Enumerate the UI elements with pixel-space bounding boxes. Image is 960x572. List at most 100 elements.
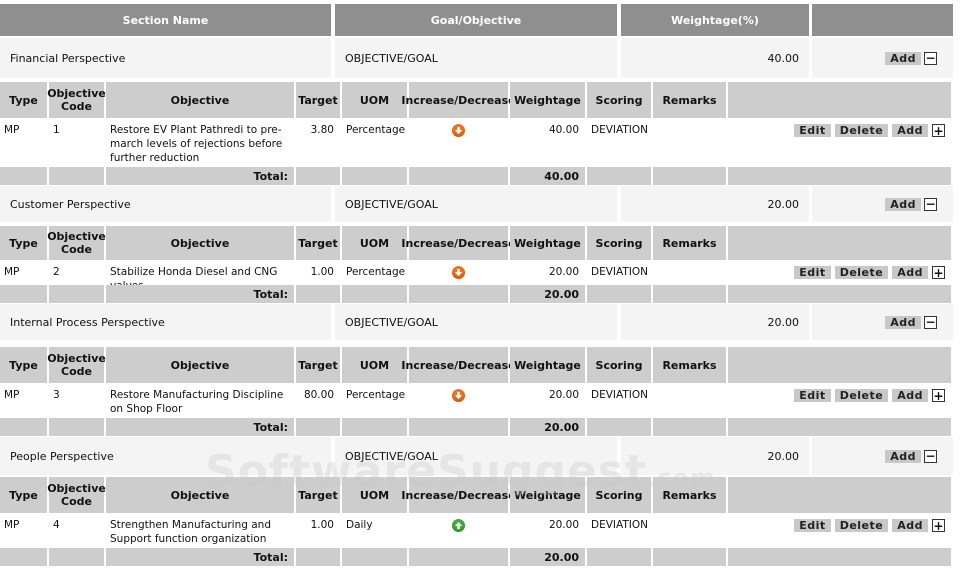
total-cell: [49, 167, 104, 185]
table-row: MP 3 Restore Manufacturing Discipline on S…: [0, 383, 960, 417]
row-weightage: 20.00: [510, 260, 585, 284]
column-header-incdec: Increase/Decrease: [401, 347, 516, 383]
column-header-row: Type Objective Code Objective Target UOM Incr…: [0, 226, 960, 260]
add-button[interactable]: Add: [892, 124, 928, 137]
total-row: Total: 20.00: [0, 285, 960, 303]
total-cell: [409, 167, 508, 185]
delete-button[interactable]: Delete: [834, 389, 889, 402]
row-target: 3.80: [296, 118, 340, 166]
column-header-incdec: Increase/Decrease: [401, 82, 516, 118]
add-button[interactable]: Add: [892, 519, 928, 532]
add-button[interactable]: Add: [892, 389, 928, 402]
add-button[interactable]: Add: [892, 266, 928, 279]
total-cell: [296, 418, 340, 436]
add-objective-button[interactable]: Add: [885, 449, 921, 463]
edit-button[interactable]: Edit: [794, 389, 831, 402]
add-objective-button[interactable]: Add: [885, 197, 921, 211]
table-row: MP 1 Restore EV Plant Pathredi to pre-marc…: [0, 118, 960, 166]
total-cell: [587, 548, 651, 566]
add-objective-button[interactable]: Add: [885, 51, 921, 65]
total-weightage: 20.00: [510, 285, 585, 303]
total-cell: [49, 285, 104, 303]
row-objective-code: 1: [49, 118, 104, 166]
column-header-objective: Objective: [106, 82, 294, 118]
row-weightage: 20.00: [510, 513, 585, 547]
section-actions: Add −: [812, 186, 953, 222]
row-scoring: DEVIATION: [587, 118, 651, 166]
column-header-remarks: Remarks: [653, 477, 726, 513]
column-header-target: Target: [296, 82, 340, 118]
column-header-type: Type: [0, 226, 47, 260]
edit-button[interactable]: Edit: [794, 124, 831, 137]
row-uom: Percentage: [342, 260, 407, 284]
section-row: Customer Perspective OBJECTIVE/GOAL 20.00 A…: [0, 186, 960, 222]
total-cell: [587, 285, 651, 303]
column-header-code: Objective Code: [47, 477, 106, 513]
delete-button[interactable]: Delete: [834, 266, 889, 279]
row-uom: Daily: [342, 513, 407, 547]
delete-button[interactable]: Delete: [834, 124, 889, 137]
expand-icon[interactable]: +: [932, 388, 945, 403]
collapse-icon[interactable]: −: [924, 197, 937, 211]
total-cell: [728, 548, 951, 566]
edit-button[interactable]: Edit: [794, 266, 831, 279]
column-header-target: Target: [296, 347, 340, 383]
total-cell: [342, 167, 407, 185]
total-cell: [296, 167, 340, 185]
row-type: MP: [0, 383, 47, 417]
column-header-uom: UOM: [342, 82, 407, 118]
column-header-weightage: Weightage: [510, 82, 585, 118]
row-target: 1.00: [296, 513, 340, 547]
section-name: People Perspective: [0, 437, 331, 475]
row-uom: Percentage: [342, 383, 407, 417]
expand-icon[interactable]: +: [932, 518, 945, 533]
total-cell: [409, 548, 508, 566]
row-remarks: [653, 118, 726, 166]
collapse-icon[interactable]: −: [924, 51, 937, 65]
column-header-scoring: Scoring: [587, 347, 651, 383]
total-row: Total: 20.00: [0, 418, 960, 436]
row-type: MP: [0, 118, 47, 166]
total-cell: [653, 285, 726, 303]
total-row: Total: 40.00: [0, 167, 960, 185]
delete-button[interactable]: Delete: [834, 519, 889, 532]
total-label: Total:: [106, 285, 294, 303]
section-actions: Add −: [812, 38, 953, 78]
column-header-code: Objective Code: [47, 82, 106, 118]
expand-icon[interactable]: +: [932, 265, 945, 280]
weightage-header: Weightage(%): [621, 4, 809, 36]
total-cell: [587, 418, 651, 436]
column-header-actions: [728, 347, 951, 383]
arrow-up-icon: [452, 519, 465, 532]
section-weightage: 20.00: [621, 304, 809, 340]
column-header-code: Objective Code: [47, 347, 106, 383]
column-header-scoring: Scoring: [587, 226, 651, 260]
edit-button[interactable]: Edit: [794, 519, 831, 532]
collapse-icon[interactable]: −: [924, 449, 937, 463]
column-header-remarks: Remarks: [653, 347, 726, 383]
column-header-scoring: Scoring: [587, 477, 651, 513]
row-objective-code: 2: [49, 260, 104, 284]
total-cell: [0, 285, 47, 303]
column-header-type: Type: [0, 82, 47, 118]
column-header-incdec: Increase/Decrease: [401, 226, 516, 260]
total-cell: [342, 548, 407, 566]
row-scoring: DEVIATION: [587, 383, 651, 417]
total-label: Total:: [106, 548, 294, 566]
section-row: Financial Perspective OBJECTIVE/GOAL 40.00…: [0, 38, 960, 78]
row-scoring: DEVIATION: [587, 513, 651, 547]
row-remarks: [653, 260, 726, 284]
row-increase-decrease: [409, 118, 508, 166]
row-objective-code: 3: [49, 383, 104, 417]
add-objective-button[interactable]: Add: [885, 315, 921, 329]
main-header-row: Section Name Goal/Objective Weightage(%): [0, 4, 960, 36]
column-header-actions: [728, 477, 951, 513]
goal-objective-header: Goal/Objective: [335, 4, 617, 36]
expand-icon[interactable]: +: [932, 123, 945, 138]
row-weightage: 40.00: [510, 118, 585, 166]
arrow-down-icon: [452, 124, 465, 137]
total-label: Total:: [106, 418, 294, 436]
collapse-icon[interactable]: −: [924, 315, 937, 329]
row-objective: Stabilize Honda Diesel and CNG valves: [106, 260, 294, 292]
row-increase-decrease: [409, 260, 508, 284]
